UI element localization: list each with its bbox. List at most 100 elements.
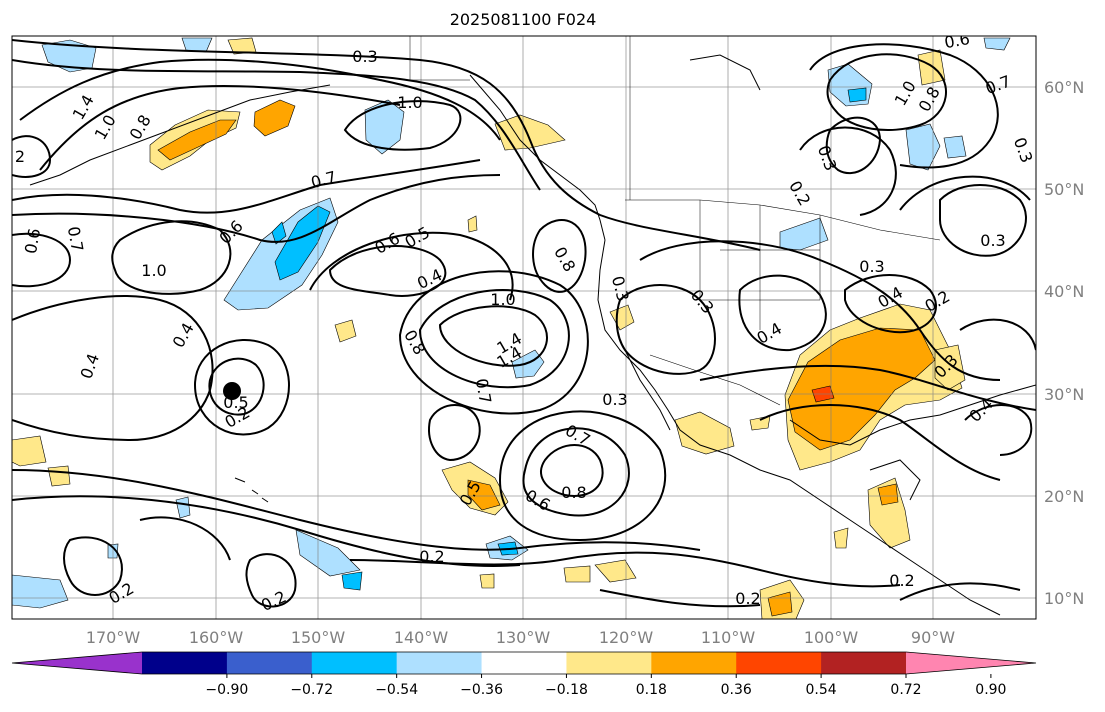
pos-anomaly — [867, 477, 911, 549]
lat-label: 40°N — [1044, 282, 1084, 301]
contour-label: 0.5 — [223, 393, 248, 412]
colorbar-extend-low — [12, 652, 142, 674]
contour-label: 0.7 — [64, 225, 87, 253]
neg-anomaly — [295, 529, 361, 577]
pos-anomaly — [334, 319, 357, 343]
contour-line — [522, 427, 630, 517]
pos-anomaly — [674, 411, 735, 455]
colorbar-swatch — [566, 652, 652, 674]
colorbar-tick-label: 0.54 — [806, 682, 837, 698]
contour-line — [349, 551, 901, 588]
colorbar-swatch — [142, 652, 228, 674]
contour-line — [899, 582, 1021, 601]
contour-line — [844, 274, 937, 334]
contour-line — [428, 404, 481, 462]
contour-line — [12, 174, 501, 243]
contour-label: 1.0 — [490, 290, 515, 309]
contour-line — [498, 410, 667, 542]
contour-line — [639, 240, 1001, 381]
contour-line — [540, 444, 604, 497]
lon-label: 110°W — [701, 628, 756, 647]
contour-line — [245, 553, 297, 608]
lon-label: 120°W — [599, 628, 654, 647]
contour-label: 0.8 — [561, 483, 586, 502]
contour-line — [738, 274, 827, 352]
pos-anomaly — [467, 215, 478, 233]
contour-line — [208, 357, 265, 416]
contour-line — [599, 589, 761, 608]
contour-label: 0.6 — [943, 29, 971, 52]
contour-line — [193, 339, 290, 436]
contour-line — [343, 100, 462, 151]
contour-label: 0.2 — [889, 571, 914, 590]
lon-label: 160°W — [189, 628, 244, 647]
pos-anomaly — [479, 573, 495, 589]
colorbar-tick-label: −0.90 — [205, 682, 248, 698]
coastlines — [29, 36, 1036, 616]
colorbar-outline — [11, 651, 1037, 675]
lat-label: 10°N — [1044, 589, 1084, 608]
contour-line — [959, 318, 1036, 351]
pos-anomaly — [934, 344, 966, 391]
colorbar-swatch — [481, 652, 567, 674]
lat-label: 30°N — [1044, 385, 1084, 404]
contour-line — [418, 289, 570, 389]
storm-center-marker — [223, 382, 241, 400]
lon-label: 170°W — [86, 628, 141, 647]
pos-anomaly — [157, 119, 237, 161]
pos-anomaly — [917, 49, 946, 86]
latitude-labels: 60°N 50°N 40°N 30°N 20°N 10°N — [1044, 78, 1084, 608]
contour-label: 0.2 — [419, 547, 444, 566]
colorbar-tick-label: 0.18 — [636, 682, 667, 698]
contour-line — [809, 43, 999, 169]
colorbar-swatch — [651, 652, 737, 674]
contour-label: 0.7 — [472, 377, 495, 405]
pos-anomaly — [47, 465, 71, 487]
contour-line — [12, 39, 761, 251]
contour-line — [615, 284, 716, 375]
lon-label: 150°W — [291, 628, 346, 647]
hudson-bay — [689, 54, 761, 91]
neg-anomaly — [779, 217, 829, 251]
contour-line — [438, 305, 548, 367]
colorbar-swatch — [396, 652, 483, 674]
contour-label: 2 — [15, 147, 25, 166]
contour-line — [398, 270, 589, 415]
colorbar: −0.90 −0.72 −0.54 −0.36 −0.18 0.18 0.36 0.54 0.7… — [11, 651, 1037, 698]
lon-label: 90°W — [911, 628, 955, 647]
colorbar-swatch — [736, 652, 822, 674]
neg-anomaly — [847, 87, 867, 103]
contour-line — [139, 516, 231, 561]
colorbar-swatch — [226, 652, 313, 674]
west-coast-us — [597, 239, 1001, 616]
neg-anomaly — [364, 99, 405, 155]
map-frame — [11, 35, 1037, 620]
contour-label: 0.3 — [352, 47, 377, 66]
lon-label: 100°W — [804, 628, 859, 647]
contour-line — [111, 220, 232, 295]
contour-line — [63, 536, 123, 596]
pos-anomaly — [253, 99, 296, 137]
colorbar-tick-label: 0.90 — [975, 682, 1006, 698]
longitude-labels: 170°W 160°W 150°W 140°W 130°W 120°W 110°… — [86, 628, 955, 647]
contour-label: 0.3 — [602, 390, 627, 409]
colorbar-tick-label: 0.36 — [721, 682, 752, 698]
colorbar-swatch — [311, 652, 398, 674]
lon-label: 130°W — [496, 628, 551, 647]
contour-line — [699, 364, 1036, 411]
colorbar-extend-high — [906, 652, 1036, 674]
contour-line — [899, 175, 1031, 211]
neg-anomaly — [175, 496, 191, 519]
contour-line — [759, 404, 1001, 481]
neg-anomaly — [12, 574, 69, 609]
contour-label: 0.3 — [980, 231, 1005, 250]
map-title: 2025081100 F024 — [450, 10, 597, 29]
contour-label: 0.6 — [21, 227, 44, 255]
contour-line — [964, 404, 1033, 456]
baja-california — [619, 339, 671, 431]
gulf-coast — [789, 384, 1036, 446]
hawaii — [234, 477, 269, 503]
neg-anomaly — [511, 349, 545, 379]
contour-lines — [12, 39, 1036, 608]
colorbar-tick-label: −0.18 — [545, 682, 588, 698]
